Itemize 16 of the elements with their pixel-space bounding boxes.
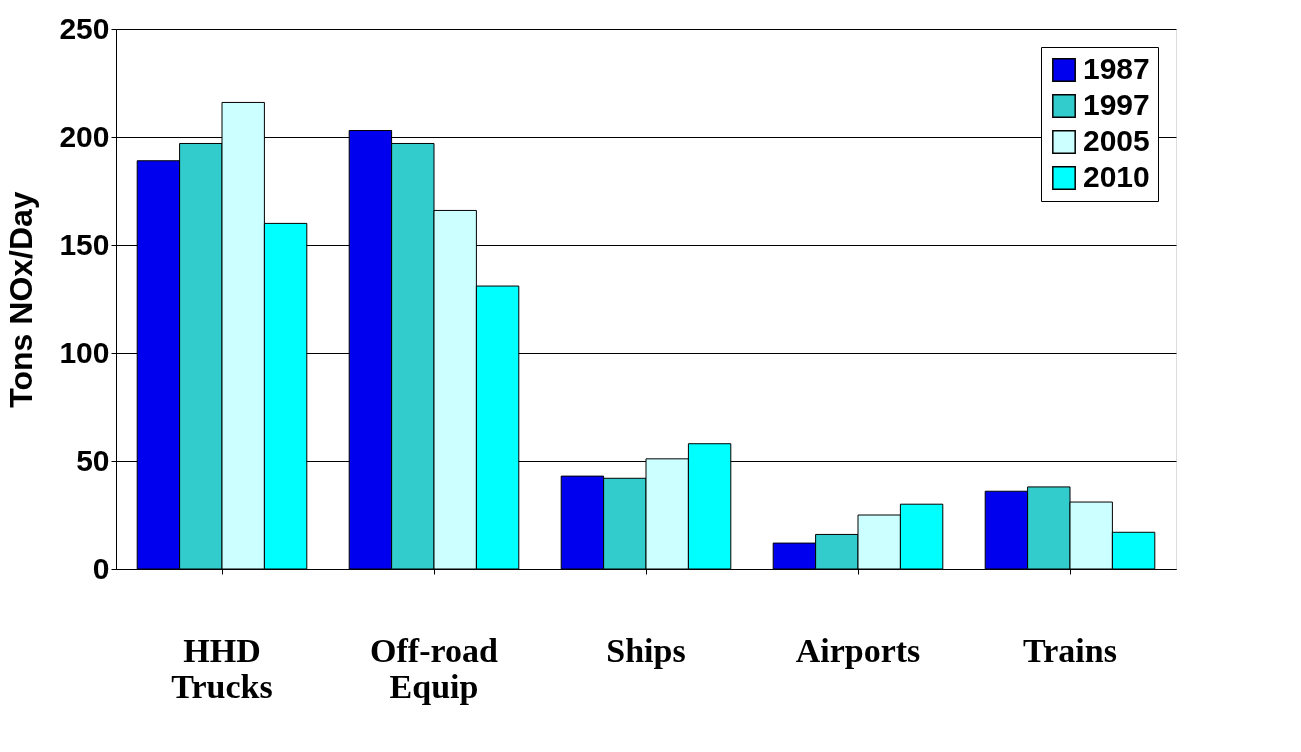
legend-label: 2005 — [1083, 124, 1150, 157]
legend-label: 2010 — [1083, 160, 1150, 193]
legend-label: 1987 — [1083, 52, 1150, 85]
y-tick-label: 250 — [59, 11, 110, 45]
x-tick-label: Ships — [606, 631, 686, 669]
x-tick-label: HHD Trucks — [171, 631, 273, 705]
y-tick-label: 100 — [59, 335, 110, 369]
x-tick-label: Trains — [1023, 631, 1117, 669]
y-axis-title: Tons NOx/Day — [3, 191, 40, 408]
y-tick-label: 50 — [76, 443, 110, 477]
legend-label: 1997 — [1083, 88, 1150, 121]
x-tick-label: Off-road Equip — [370, 631, 498, 705]
y-tick-label: 200 — [59, 119, 110, 153]
y-tick-label: 0 — [92, 551, 110, 585]
x-tick-label: Airports — [795, 631, 921, 669]
y-tick-label: 150 — [59, 227, 110, 261]
